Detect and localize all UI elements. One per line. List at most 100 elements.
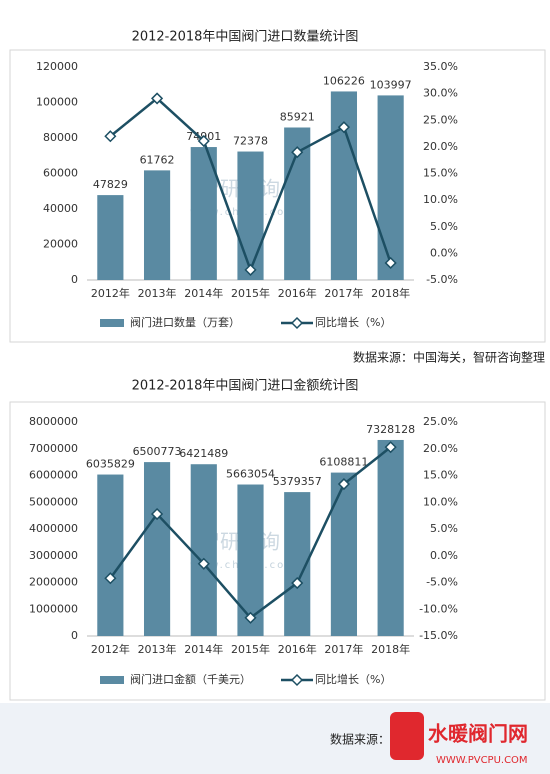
data-label: 103997 (370, 78, 412, 91)
site-name: 水暖阀门网 (428, 722, 528, 746)
legend-swatch (100, 319, 124, 327)
marker (104, 572, 117, 585)
data-label: 6500773 (133, 445, 182, 458)
x-tick-label: 2012年 (91, 642, 130, 656)
x-tick-label: 2016年 (278, 642, 317, 656)
bar (143, 170, 171, 280)
marker (244, 263, 257, 276)
marker (291, 146, 304, 159)
marker (151, 507, 164, 521)
x-tick-label: 2015年 (231, 286, 270, 300)
bar (377, 95, 404, 280)
y-tick-label: 5000000 (29, 495, 78, 508)
y-tick-label: 0 (71, 273, 78, 286)
data-label: 47829 (93, 178, 128, 191)
data-label: 106226 (323, 74, 365, 87)
site-url: WWW.PVCPU.COM (436, 755, 528, 766)
bar (190, 147, 217, 280)
y-tick-label: 0 (71, 629, 78, 642)
y-tick-label: 1000000 (29, 602, 78, 615)
y-tick-label: 3000000 (29, 549, 78, 562)
legend-label: 同比增长（%） (315, 672, 391, 686)
y-tick-label: 20000 (43, 238, 78, 251)
bar (237, 151, 264, 280)
y-tick-label: 80000 (43, 131, 78, 144)
y2-tick-label: 10.0% (423, 193, 458, 206)
chart-frame (9, 49, 546, 343)
legend-label: 同比增长（%） (315, 315, 391, 329)
x-tick-label: 2018年 (371, 642, 410, 656)
marker (384, 256, 397, 270)
y2-tick-label: 20.0% (423, 140, 458, 153)
legend-label: 阀门进口金额（千美元） (130, 672, 251, 686)
marker (244, 611, 257, 624)
data-label: 7328128 (366, 423, 415, 436)
logo (390, 712, 424, 760)
marker (197, 557, 210, 570)
x-tick-label: 2013年 (138, 286, 177, 300)
marker (104, 130, 117, 143)
y2-tick-label: 30.0% (423, 87, 458, 100)
source: 数据来源：中国海关，智研咨询整理 (353, 350, 545, 365)
x-tick-label: 2014年 (184, 286, 223, 300)
y2-tick-label: -10.0% (419, 602, 458, 615)
y2-tick-label: 25.0% (423, 113, 458, 126)
data-label: 61762 (140, 153, 175, 166)
x-tick-label: 2018年 (371, 286, 410, 300)
marker (384, 441, 397, 454)
chart-frame (9, 401, 546, 701)
data-label: 72378 (233, 135, 268, 148)
marker (151, 92, 164, 105)
y-tick-label: 4000000 (29, 522, 78, 535)
x-tick-label: 2012年 (91, 286, 130, 300)
y2-tick-label: 10.0% (423, 495, 458, 508)
chart-title: 2012-2018年中国阀门进口数量统计图 (132, 30, 359, 45)
bar (143, 462, 171, 636)
y2-tick-label: 5.0% (430, 522, 458, 535)
y2-tick-label: -5.0% (426, 273, 458, 286)
data-label: 5663054 (226, 468, 275, 481)
marker (337, 477, 350, 491)
marker (197, 134, 210, 148)
y-tick-label: 100000 (36, 96, 78, 109)
data-label: 6108811 (319, 456, 368, 469)
footer-band (0, 703, 550, 774)
y2-tick-label: 15.0% (423, 469, 458, 482)
y2-tick-label: 35.0% (423, 60, 458, 73)
bar (97, 195, 124, 280)
y2-tick-label: 20.0% (423, 442, 458, 455)
data-label: 6035829 (86, 458, 135, 471)
source: 数据来源： (330, 732, 390, 747)
y-tick-label: 120000 (36, 60, 78, 73)
y2-tick-label: -15.0% (419, 629, 458, 642)
y2-tick-label: 0.0% (430, 246, 458, 259)
y-tick-label: 7000000 (29, 442, 78, 455)
data-label: 85921 (280, 110, 315, 123)
x-tick-label: 2014年 (184, 642, 223, 656)
y-tick-label: 2000000 (29, 576, 78, 589)
y2-tick-label: -5.0% (426, 576, 458, 589)
y2-tick-label: 25.0% (423, 415, 458, 428)
x-tick-label: 2016年 (278, 286, 317, 300)
bar (330, 91, 358, 280)
bar (97, 474, 124, 636)
x-tick-label: 2013年 (138, 642, 177, 656)
y-tick-label: 6000000 (29, 469, 78, 482)
legend-swatch (290, 316, 304, 330)
y2-tick-label: 15.0% (423, 167, 458, 180)
data-label: 6421489 (179, 447, 228, 460)
y-tick-label: 8000000 (29, 415, 78, 428)
bar (190, 464, 217, 636)
y2-tick-label: 5.0% (430, 220, 458, 233)
x-tick-label: 2017年 (324, 286, 363, 300)
x-tick-label: 2017年 (324, 642, 363, 656)
y-tick-label: 40000 (43, 202, 78, 215)
marker (337, 121, 350, 134)
legend-swatch (290, 673, 304, 687)
y2-tick-label: 0.0% (430, 549, 458, 562)
bar (377, 439, 404, 636)
legend-swatch (100, 676, 124, 684)
marker (291, 576, 304, 590)
